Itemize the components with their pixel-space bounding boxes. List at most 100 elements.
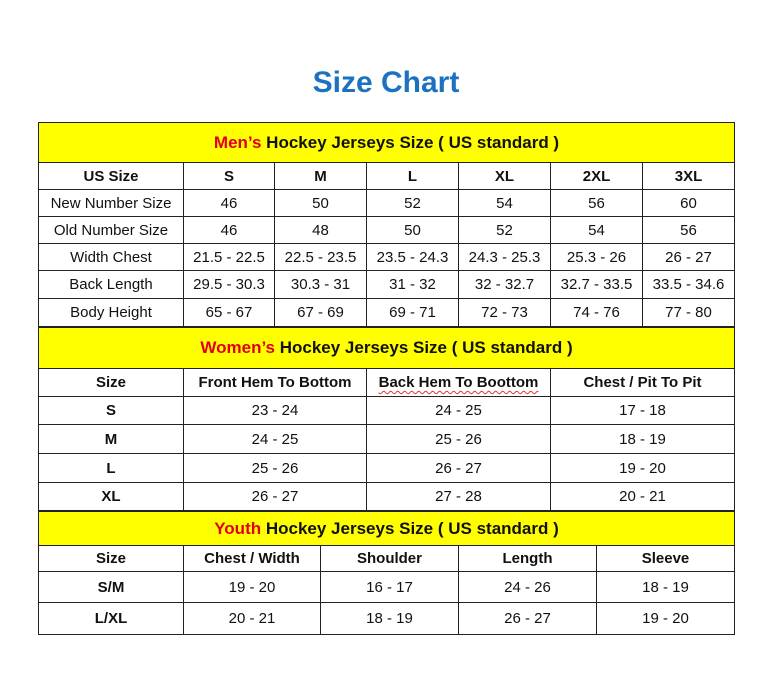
column-header-label: Size	[95, 374, 126, 391]
column-header-label: Chest / Width	[204, 550, 300, 567]
size-chart-table: Men’s Hockey Jerseys Size ( US standard …	[37, 122, 736, 635]
table-cell: 26 - 27	[641, 243, 736, 271]
column-header: Size	[38, 368, 184, 397]
table-cell: 25.3 - 26	[550, 243, 643, 271]
youth-size-table: Youth Hockey Jerseys Size ( US standard …	[38, 511, 735, 635]
row-label: New Number Size	[38, 189, 184, 217]
column-header-row: Size Chest / Width Shoulder Length Sleeve	[38, 545, 735, 572]
table-cell: 23 - 24	[183, 396, 367, 425]
table-cell: 54	[458, 189, 551, 217]
table-row: Body Height 65 - 67 67 - 69 69 - 71 72 - 73 7…	[38, 298, 736, 327]
youth-section-header: Youth Hockey Jerseys Size ( US standard …	[38, 511, 735, 546]
table-row: Old Number Size 46 48 50 52 54 56	[38, 216, 736, 244]
row-label: Width Chest	[38, 243, 184, 271]
table-cell: 24.3 - 25.3	[458, 243, 551, 271]
table-cell: 32 - 32.7	[458, 270, 551, 299]
section-title-text: Hockey Jerseys Size ( US standard )	[261, 132, 560, 152]
table-row: L 25 - 26 26 - 27 19 - 20	[38, 453, 736, 483]
page-title: Size Chart	[312, 66, 460, 99]
column-header: Length	[458, 545, 597, 572]
table-cell: 52	[458, 216, 551, 244]
table-cell: 65 - 67	[183, 298, 275, 327]
mens-section-header: Men’s Hockey Jerseys Size ( US standard …	[37, 122, 736, 163]
table-cell: 29.5 - 30.3	[183, 270, 275, 299]
womens-section-header: Women’s Hockey Jerseys Size ( US standar…	[37, 327, 736, 369]
table-cell: 77 - 80	[641, 298, 736, 327]
section-title: Youth Hockey Jerseys Size ( US standard …	[38, 511, 735, 546]
column-header-label: 2XL	[582, 167, 611, 185]
table-cell: 50	[366, 216, 459, 244]
table-cell: 26 - 27	[366, 453, 551, 483]
table-cell: 56	[550, 189, 643, 217]
table-cell: 19 - 20	[596, 602, 735, 635]
mens-size-table: Men’s Hockey Jerseys Size ( US standard …	[37, 122, 736, 327]
table-cell: 21.5 - 22.5	[183, 243, 275, 271]
table-cell: 50	[274, 189, 367, 217]
table-cell: 46	[183, 216, 275, 244]
table-row: M 24 - 25 25 - 26 18 - 19	[38, 424, 736, 454]
table-cell: 18 - 19	[549, 424, 736, 454]
table-cell: 56	[641, 216, 736, 244]
section-title-text: Hockey Jerseys Size ( US standard )	[261, 518, 559, 538]
row-label: S/M	[38, 571, 184, 603]
section-title-text: Hockey Jerseys Size ( US standard )	[275, 338, 573, 357]
table-cell: 60	[641, 189, 736, 217]
table-cell: 19 - 20	[549, 453, 736, 483]
column-header: S	[183, 162, 275, 190]
column-header: L	[366, 162, 459, 190]
table-cell: 19 - 20	[183, 571, 321, 603]
table-cell: 26 - 27	[183, 482, 367, 511]
column-header: M	[274, 162, 367, 190]
table-cell: 23.5 - 24.3	[366, 243, 459, 271]
column-header-row: Size Front Hem To Bottom Back Hem To Boott…	[38, 368, 736, 397]
table-cell: 16 - 17	[320, 571, 459, 603]
table-cell: 24 - 26	[458, 571, 597, 603]
table-row: S/M 19 - 20 16 - 17 24 - 26 18 - 19	[38, 571, 735, 603]
table-cell: 33.5 - 34.6	[641, 270, 736, 299]
table-cell: 25 - 26	[366, 424, 551, 454]
table-cell: 31 - 32	[366, 270, 459, 299]
row-label: L/XL	[38, 602, 184, 635]
table-row: New Number Size 46 50 52 54 56 60	[38, 189, 736, 217]
column-header-label: Size	[95, 550, 126, 567]
table-cell: 27 - 28	[366, 482, 551, 511]
column-header-label: Front Hem To Bottom	[198, 374, 352, 391]
column-header: Chest / Width	[183, 545, 321, 572]
table-cell: 18 - 19	[596, 571, 735, 603]
column-header-label: M	[314, 167, 327, 185]
column-header-label: Shoulder	[356, 550, 422, 567]
row-label: L	[38, 453, 184, 483]
table-cell: 48	[274, 216, 367, 244]
row-label: Back Length	[38, 270, 184, 299]
table-row: S 23 - 24 24 - 25 17 - 18	[38, 396, 736, 425]
column-header: Back Hem To Boottom	[366, 368, 551, 397]
column-header-label: L	[407, 167, 418, 185]
section-title: Men’s Hockey Jerseys Size ( US standard …	[37, 122, 736, 163]
column-header-label: Back Hem To Boottom	[378, 374, 539, 391]
table-cell: 72 - 73	[458, 298, 551, 327]
table-row: Back Length 29.5 - 30.3 30.3 - 31 31 - 32 32…	[38, 270, 736, 299]
column-header-label: XL	[494, 167, 515, 185]
column-header: Sleeve	[596, 545, 735, 572]
row-label: Old Number Size	[38, 216, 184, 244]
table-cell: 17 - 18	[549, 396, 736, 425]
section-title-highlight: Youth	[214, 518, 262, 538]
column-header-label: S	[223, 167, 234, 185]
row-label: XL	[38, 482, 184, 511]
column-header: Size	[38, 545, 184, 572]
table-row: L/XL 20 - 21 18 - 19 26 - 27 19 - 20	[38, 602, 735, 635]
table-cell: 24 - 25	[366, 396, 551, 425]
row-label: Body Height	[38, 298, 184, 327]
column-header: Shoulder	[320, 545, 459, 572]
row-label: S	[38, 396, 184, 425]
column-header: XL	[458, 162, 551, 190]
womens-size-table: Women’s Hockey Jerseys Size ( US standar…	[37, 327, 736, 511]
column-header-label: US Size	[83, 167, 139, 185]
table-cell: 20 - 21	[183, 602, 321, 635]
column-header-label: Length	[502, 550, 553, 567]
row-label: M	[38, 424, 184, 454]
table-cell: 46	[183, 189, 275, 217]
section-title: Women’s Hockey Jerseys Size ( US standar…	[37, 327, 736, 369]
column-header: Chest / Pit To Pit	[549, 368, 736, 397]
table-cell: 54	[550, 216, 643, 244]
